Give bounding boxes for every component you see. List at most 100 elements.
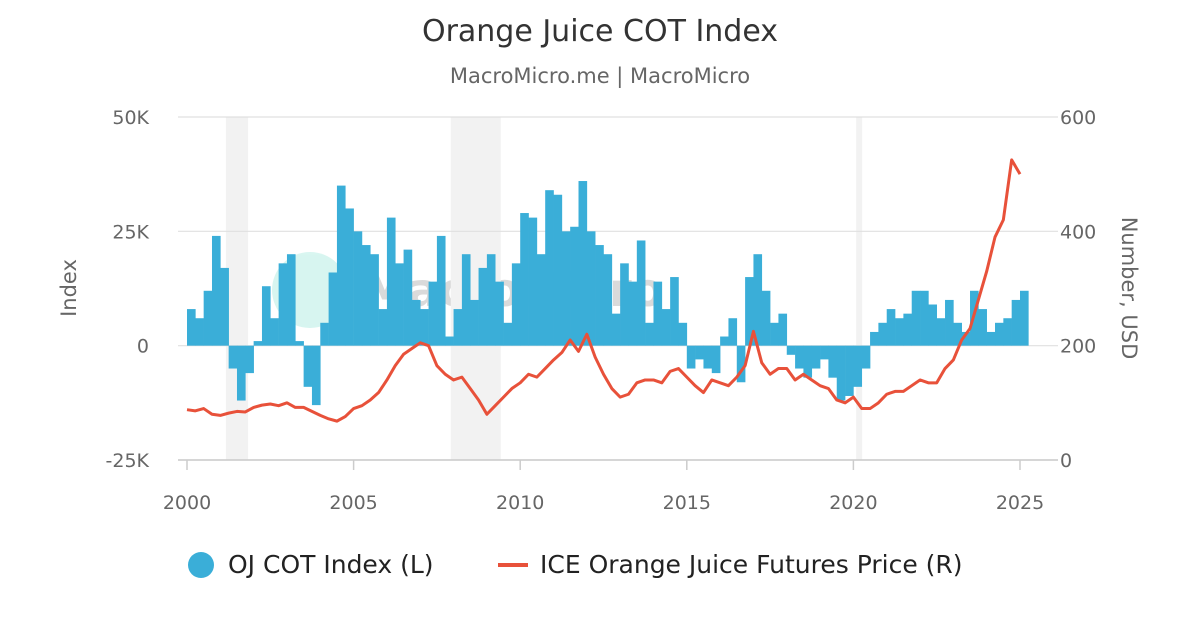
bar	[528, 217, 538, 346]
bar	[920, 290, 929, 346]
bar	[836, 345, 846, 401]
bar	[436, 235, 446, 346]
bar	[936, 318, 946, 346]
bar	[361, 245, 371, 346]
bar	[795, 345, 804, 369]
legend-item-cot-index[interactable]: OJ COT Index (L)	[188, 550, 434, 579]
bar	[686, 345, 696, 369]
bar	[311, 345, 321, 406]
bar	[761, 290, 771, 346]
y-left-tick-label: 25K	[112, 221, 149, 243]
axes: 2000 2005 2010 2015 2020 2025 -25K 0 25K 50K 0 200 4…	[57, 107, 1141, 514]
bar	[736, 345, 746, 383]
bar	[720, 336, 729, 346]
bar	[461, 254, 471, 346]
y-right-tick-label: 400	[1060, 221, 1096, 243]
bar	[995, 322, 1004, 346]
bar	[645, 322, 654, 346]
bar	[886, 309, 896, 346]
bar	[545, 190, 554, 346]
bar	[203, 290, 213, 346]
bar	[261, 286, 271, 346]
chart-title: Orange Juice COT Index	[421, 14, 779, 49]
x-tick-label: 2025	[996, 492, 1044, 514]
bar	[786, 345, 796, 355]
bar	[336, 185, 346, 346]
bar	[903, 313, 913, 346]
bar	[628, 281, 638, 346]
bar	[303, 345, 313, 387]
bar	[670, 277, 679, 346]
x-tick-label: 2000	[163, 492, 211, 514]
y-left-tick-label: 50K	[112, 107, 149, 129]
bar	[428, 281, 438, 346]
bar	[236, 345, 246, 401]
bar	[945, 299, 954, 346]
bar	[811, 345, 821, 369]
bar	[803, 345, 813, 378]
bar	[1020, 290, 1029, 346]
y-left-tick-label: 0	[137, 336, 149, 358]
bar	[586, 231, 596, 346]
bar	[870, 331, 879, 346]
bar	[745, 277, 754, 346]
x-tick-label: 2010	[496, 492, 544, 514]
bar	[411, 299, 421, 346]
y-right-axis-title: Number, USD	[1117, 217, 1141, 360]
bar	[395, 263, 404, 346]
bar	[295, 341, 304, 346]
bar	[453, 309, 463, 346]
bar	[486, 254, 496, 346]
bar	[278, 263, 288, 346]
bar	[511, 263, 521, 346]
bar	[420, 309, 429, 346]
bar	[495, 281, 504, 346]
legend: OJ COT Index (L) ICE Orange Juice Future…	[0, 550, 1200, 590]
bar	[953, 322, 962, 346]
legend-item-oj-price[interactable]: ICE Orange Juice Futures Price (R)	[498, 550, 963, 579]
bar	[370, 254, 379, 346]
bar	[211, 235, 221, 346]
y-left-axis-title: Index	[57, 259, 81, 317]
bar	[1011, 299, 1021, 346]
bar	[853, 345, 863, 387]
bar	[470, 299, 479, 346]
bar	[978, 309, 987, 346]
x-tick-label: 2005	[329, 492, 377, 514]
bar	[661, 309, 671, 346]
bar	[595, 245, 604, 346]
bar	[820, 345, 829, 360]
gridlines	[178, 116, 1058, 461]
bar	[911, 290, 921, 346]
price-line	[186, 158, 1022, 423]
cot-index-bars	[187, 181, 1029, 406]
bar	[895, 318, 904, 346]
y-right-tick-label: 600	[1060, 107, 1096, 129]
bar	[620, 263, 629, 346]
bar	[845, 345, 854, 396]
bar	[578, 181, 588, 346]
bar	[386, 217, 396, 346]
bar	[611, 313, 621, 346]
bar	[270, 318, 279, 346]
bar	[828, 345, 838, 378]
x-tick-label: 2015	[663, 492, 711, 514]
bar	[703, 345, 713, 369]
bar	[961, 331, 971, 346]
bar	[536, 254, 546, 346]
chart-subtitle: MacroMicro.me | MacroMicro	[449, 64, 751, 88]
bar	[520, 213, 529, 346]
y-right-tick-label: 0	[1060, 450, 1072, 472]
bar	[253, 341, 263, 346]
bar	[195, 318, 204, 346]
bar	[570, 226, 579, 346]
bar	[328, 272, 338, 346]
bar	[753, 254, 763, 346]
bar	[778, 313, 788, 346]
price-line-group	[186, 158, 1022, 423]
bar	[320, 322, 329, 346]
shaded-period	[856, 117, 863, 460]
bar	[861, 345, 871, 369]
bar	[228, 345, 238, 369]
